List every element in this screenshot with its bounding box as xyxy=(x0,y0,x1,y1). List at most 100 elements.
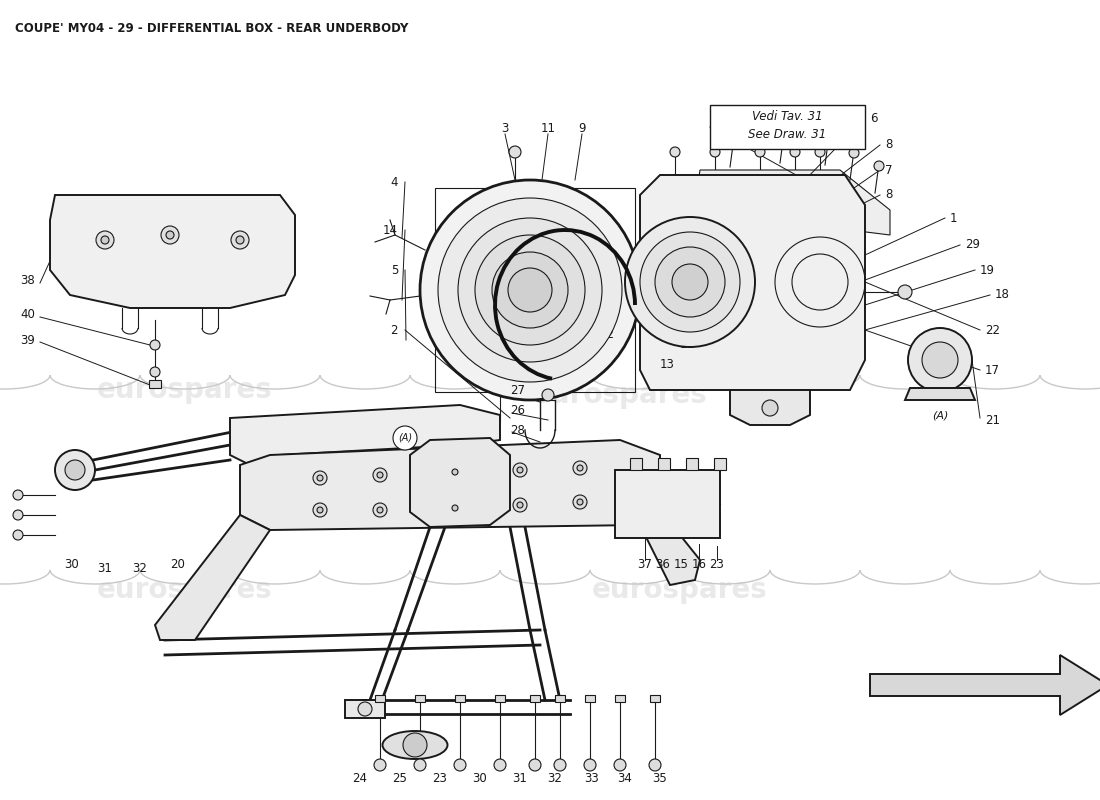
Text: 4: 4 xyxy=(390,175,398,189)
Text: 27: 27 xyxy=(510,383,525,397)
Circle shape xyxy=(150,340,160,350)
Text: 30: 30 xyxy=(65,558,79,571)
Circle shape xyxy=(101,236,109,244)
Ellipse shape xyxy=(383,731,448,759)
Bar xyxy=(650,695,660,702)
Text: 18: 18 xyxy=(996,289,1010,302)
Circle shape xyxy=(494,759,506,771)
Circle shape xyxy=(898,285,912,299)
Circle shape xyxy=(13,490,23,500)
Circle shape xyxy=(314,503,327,517)
Circle shape xyxy=(393,426,417,450)
Text: eurospares: eurospares xyxy=(97,576,273,604)
Polygon shape xyxy=(905,388,975,400)
Circle shape xyxy=(314,471,327,485)
Bar xyxy=(615,470,720,538)
Text: 8: 8 xyxy=(886,138,892,151)
Circle shape xyxy=(454,759,466,771)
Text: 24: 24 xyxy=(352,771,367,785)
Circle shape xyxy=(542,389,554,401)
Text: 30: 30 xyxy=(473,771,487,785)
Text: 22: 22 xyxy=(984,323,1000,337)
Text: 38: 38 xyxy=(20,274,35,286)
Circle shape xyxy=(452,505,458,511)
Circle shape xyxy=(317,475,323,481)
Text: 8: 8 xyxy=(886,189,892,202)
Circle shape xyxy=(849,148,859,158)
Polygon shape xyxy=(230,405,500,465)
Circle shape xyxy=(824,133,834,143)
Text: 17: 17 xyxy=(984,363,1000,377)
Text: 10: 10 xyxy=(680,338,695,351)
Circle shape xyxy=(492,252,568,328)
Circle shape xyxy=(649,759,661,771)
Circle shape xyxy=(710,147,720,157)
Text: 33: 33 xyxy=(584,771,600,785)
Circle shape xyxy=(475,235,585,345)
Text: Vedi Tav. 31: Vedi Tav. 31 xyxy=(752,110,823,123)
Text: 26: 26 xyxy=(510,403,525,417)
Text: 3: 3 xyxy=(502,122,508,134)
Text: eurospares: eurospares xyxy=(97,376,273,404)
Text: 32: 32 xyxy=(548,771,562,785)
Circle shape xyxy=(377,472,383,478)
Circle shape xyxy=(922,342,958,378)
Circle shape xyxy=(573,461,587,475)
Text: 31: 31 xyxy=(98,562,112,574)
Text: 15: 15 xyxy=(673,558,689,571)
Circle shape xyxy=(554,759,566,771)
Bar xyxy=(148,380,161,388)
Bar xyxy=(530,695,540,702)
Circle shape xyxy=(374,759,386,771)
Text: 2: 2 xyxy=(390,323,398,337)
Circle shape xyxy=(517,502,522,508)
Polygon shape xyxy=(640,510,700,585)
Polygon shape xyxy=(870,655,1100,715)
Polygon shape xyxy=(240,440,660,530)
Text: 35: 35 xyxy=(652,771,668,785)
Polygon shape xyxy=(155,515,270,640)
Circle shape xyxy=(573,495,587,509)
Circle shape xyxy=(96,231,114,249)
Circle shape xyxy=(231,231,249,249)
Circle shape xyxy=(908,328,972,392)
Text: 39: 39 xyxy=(20,334,35,346)
Bar xyxy=(714,458,726,470)
Circle shape xyxy=(790,147,800,157)
Bar xyxy=(658,458,670,470)
Bar xyxy=(556,695,565,702)
Text: eurospares: eurospares xyxy=(592,576,768,604)
Text: (A): (A) xyxy=(932,410,948,420)
Circle shape xyxy=(654,247,725,317)
Circle shape xyxy=(529,759,541,771)
Circle shape xyxy=(448,465,462,479)
Circle shape xyxy=(729,135,739,145)
Bar xyxy=(495,695,505,702)
Text: 13: 13 xyxy=(660,358,675,371)
Circle shape xyxy=(640,232,740,332)
Circle shape xyxy=(13,510,23,520)
Circle shape xyxy=(513,498,527,512)
Polygon shape xyxy=(640,175,865,390)
Circle shape xyxy=(55,450,95,490)
Circle shape xyxy=(377,507,383,513)
Circle shape xyxy=(150,367,160,377)
Circle shape xyxy=(614,759,626,771)
Circle shape xyxy=(815,147,825,157)
Circle shape xyxy=(670,147,680,157)
Circle shape xyxy=(373,468,387,482)
Text: 1: 1 xyxy=(950,211,957,225)
Text: 21: 21 xyxy=(984,414,1000,426)
Polygon shape xyxy=(730,390,810,425)
Circle shape xyxy=(578,465,583,471)
Text: 23: 23 xyxy=(432,771,448,785)
Polygon shape xyxy=(410,438,510,527)
Text: eurospares: eurospares xyxy=(532,381,708,409)
Circle shape xyxy=(755,147,764,157)
Circle shape xyxy=(161,226,179,244)
Circle shape xyxy=(458,218,602,362)
Text: 7: 7 xyxy=(886,163,892,177)
Circle shape xyxy=(508,268,552,312)
Circle shape xyxy=(448,501,462,515)
Text: 14: 14 xyxy=(383,223,398,237)
